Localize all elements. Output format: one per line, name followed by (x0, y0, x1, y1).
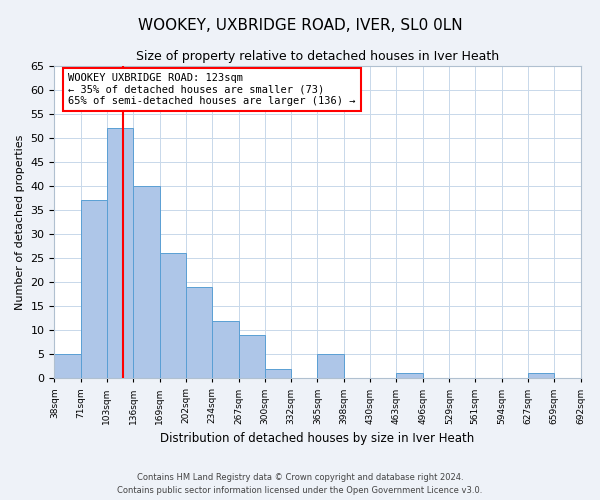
Bar (396, 374, 423, 378)
Bar (317, 354, 344, 378)
Bar (81, 200, 107, 378)
Text: Contains HM Land Registry data © Crown copyright and database right 2024.
Contai: Contains HM Land Registry data © Crown c… (118, 474, 482, 495)
Y-axis label: Number of detached properties: Number of detached properties (15, 134, 25, 310)
Bar (187, 287, 212, 378)
Title: Size of property relative to detached houses in Iver Heath: Size of property relative to detached ho… (136, 50, 499, 63)
Bar (265, 368, 291, 378)
Bar (528, 374, 554, 378)
Bar (107, 128, 133, 378)
Text: WOOKEY UXBRIDGE ROAD: 123sqm
← 35% of detached houses are smaller (73)
65% of se: WOOKEY UXBRIDGE ROAD: 123sqm ← 35% of de… (68, 73, 356, 106)
Bar (212, 320, 239, 378)
Bar (55, 354, 81, 378)
Bar (133, 186, 160, 378)
Text: WOOKEY, UXBRIDGE ROAD, IVER, SL0 0LN: WOOKEY, UXBRIDGE ROAD, IVER, SL0 0LN (137, 18, 463, 32)
X-axis label: Distribution of detached houses by size in Iver Heath: Distribution of detached houses by size … (160, 432, 475, 445)
Bar (160, 253, 187, 378)
Bar (239, 335, 265, 378)
